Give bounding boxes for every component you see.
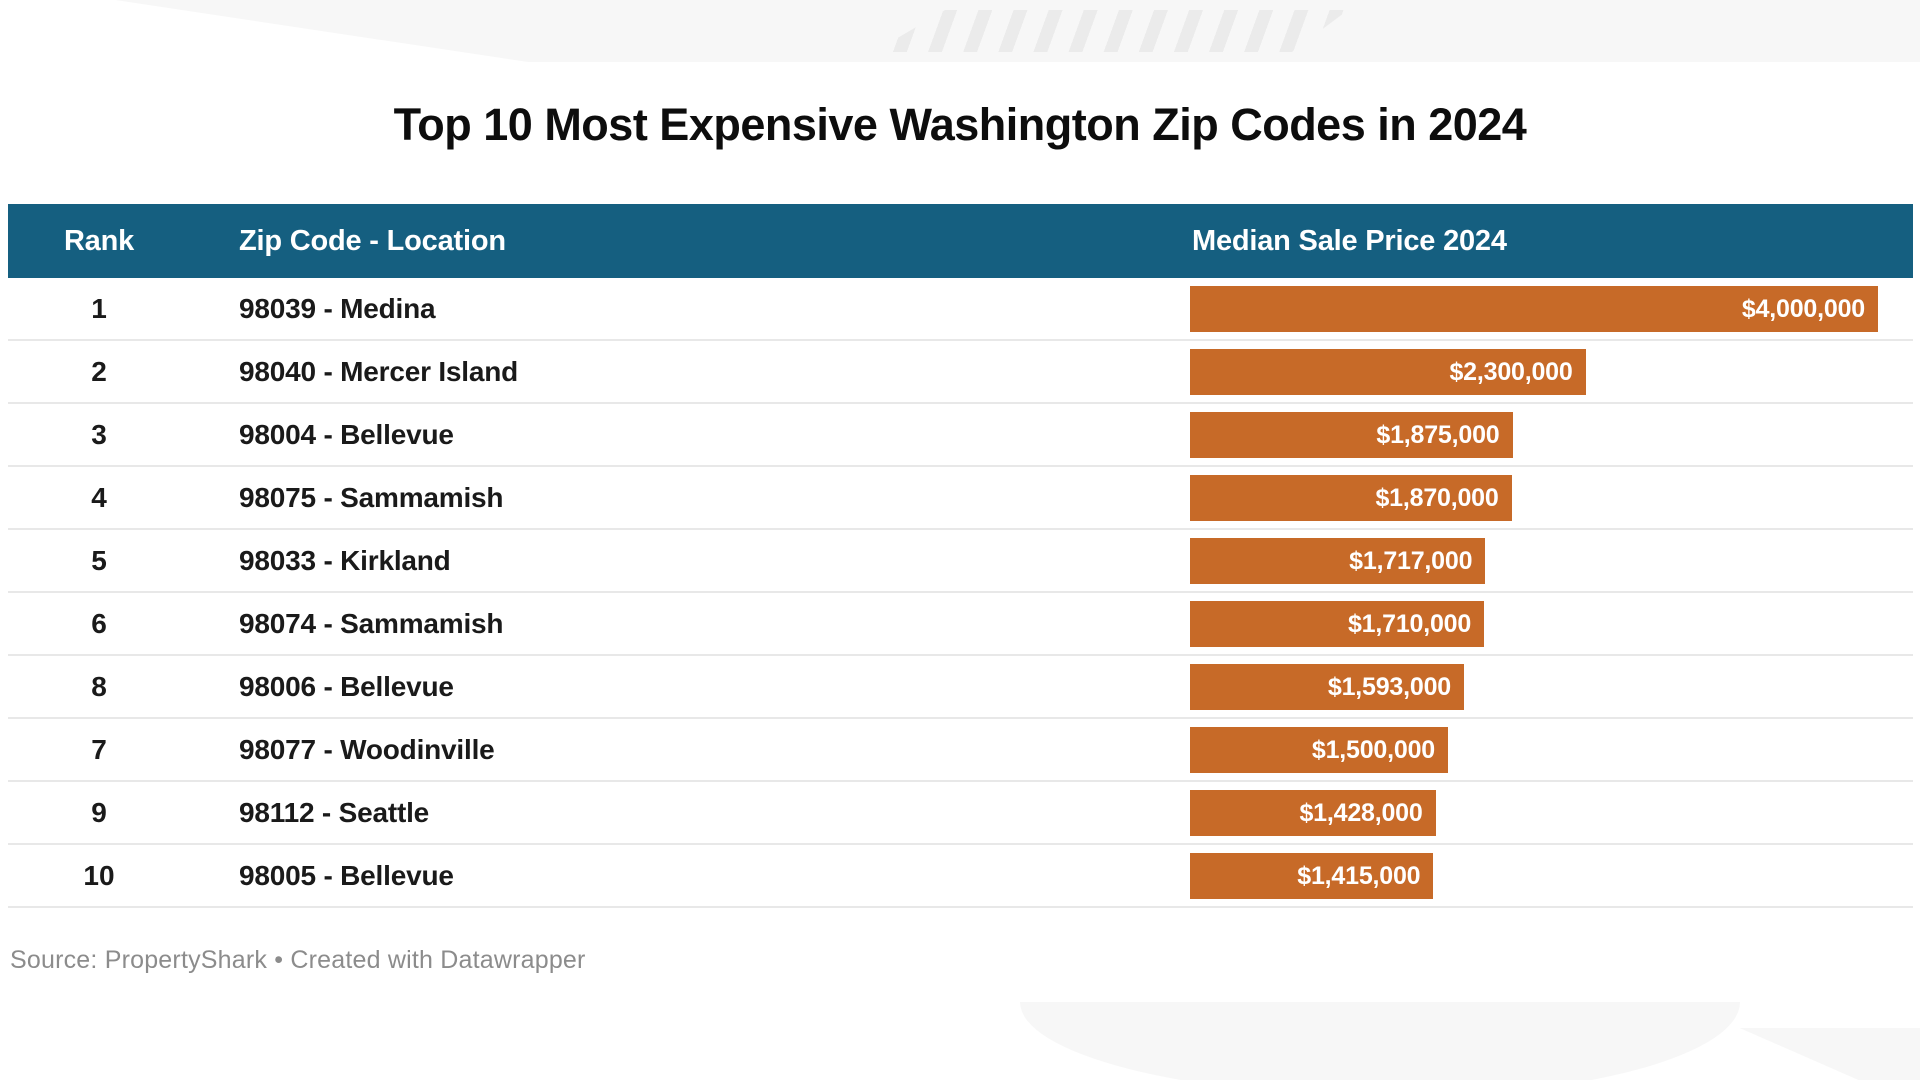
rank-cell: 3 [91, 418, 107, 450]
table-row: 6 98074 - Sammamish $1,710,000 [8, 593, 1913, 656]
rank-cell: 8 [91, 670, 107, 702]
table-row: 10 98005 - Bellevue $1,415,000 [8, 845, 1913, 908]
price-bar: $1,875,000 [1190, 412, 1513, 458]
column-header-location: Zip Code - Location [239, 224, 506, 257]
price-value-label: $1,710,000 [1347, 609, 1472, 638]
price-bar: $4,000,000 [1190, 286, 1878, 332]
column-header-rank: Rank [63, 224, 135, 257]
rank-cell: 7 [91, 733, 107, 765]
table-row: 5 98033 - Kirkland $1,717,000 [8, 530, 1913, 593]
price-bar: $1,593,000 [1190, 664, 1464, 710]
chart-title: Top 10 Most Expensive Washington Zip Cod… [393, 99, 1527, 150]
background-decoration-bottom-right [1739, 1028, 1920, 1080]
price-bar: $1,415,000 [1190, 853, 1434, 899]
rank-cell: 10 [83, 859, 115, 891]
table-body: 1 98039 - Medina $4,000,000 2 98040 - Me… [8, 278, 1913, 908]
background-decoration-bottom-curve [1020, 1002, 1740, 1080]
price-bar: $1,710,000 [1190, 601, 1485, 647]
rank-cell: 1 [91, 292, 107, 324]
table-header-row: Rank Zip Code - Location Median Sale Pri… [8, 204, 1913, 278]
location-cell: 98005 - Bellevue [239, 859, 454, 891]
price-value-label: $1,500,000 [1311, 735, 1435, 764]
price-value-label: $1,593,000 [1327, 672, 1451, 701]
price-bar: $1,717,000 [1190, 538, 1486, 584]
table-row: 9 98112 - Seattle $1,428,000 [8, 782, 1913, 845]
location-cell: 98077 - Woodinville [239, 733, 495, 765]
price-bar: $1,870,000 [1190, 475, 1512, 521]
price-value-label: $1,428,000 [1299, 798, 1423, 827]
location-cell: 98006 - Bellevue [239, 670, 454, 702]
location-cell: 98074 - Sammamish [239, 607, 504, 639]
table-row: 4 98075 - Sammamish $1,870,000 [8, 467, 1913, 530]
location-cell: 98112 - Seattle [239, 796, 430, 828]
price-value-label: $2,300,000 [1449, 357, 1573, 386]
price-bar: $1,500,000 [1190, 727, 1448, 773]
price-bar: $1,428,000 [1190, 790, 1436, 836]
price-value-label: $1,870,000 [1375, 483, 1499, 512]
rank-cell: 4 [91, 481, 107, 513]
rank-cell: 2 [91, 355, 107, 387]
location-cell: 98040 - Mercer Island [239, 355, 519, 387]
price-bar: $2,300,000 [1190, 349, 1586, 395]
rank-cell: 6 [91, 607, 107, 639]
table-row: 2 98040 - Mercer Island $2,300,000 [8, 341, 1913, 404]
location-cell: 98033 - Kirkland [239, 544, 451, 576]
location-cell: 98075 - Sammamish [239, 481, 504, 513]
price-value-label: $1,717,000 [1349, 546, 1473, 575]
rank-cell: 9 [91, 796, 107, 828]
rank-cell: 5 [91, 544, 107, 576]
background-decoration-stripes [873, 10, 1348, 52]
source-note: Source: PropertyShark • Created with Dat… [10, 946, 586, 974]
table-row: 8 98006 - Bellevue $1,593,000 [8, 656, 1913, 719]
table-row: 3 98004 - Bellevue $1,875,000 [8, 404, 1913, 467]
price-value-label: $4,000,000 [1741, 294, 1865, 323]
location-cell: 98039 - Medina [239, 292, 436, 324]
location-cell: 98004 - Bellevue [239, 418, 454, 450]
table-row: 7 98077 - Woodinville $1,500,000 [8, 719, 1913, 782]
table-row: 1 98039 - Medina $4,000,000 [8, 278, 1913, 341]
price-value-label: $1,415,000 [1297, 861, 1421, 890]
column-header-price: Median Sale Price 2024 [1192, 224, 1507, 257]
price-value-label: $1,875,000 [1376, 420, 1500, 449]
